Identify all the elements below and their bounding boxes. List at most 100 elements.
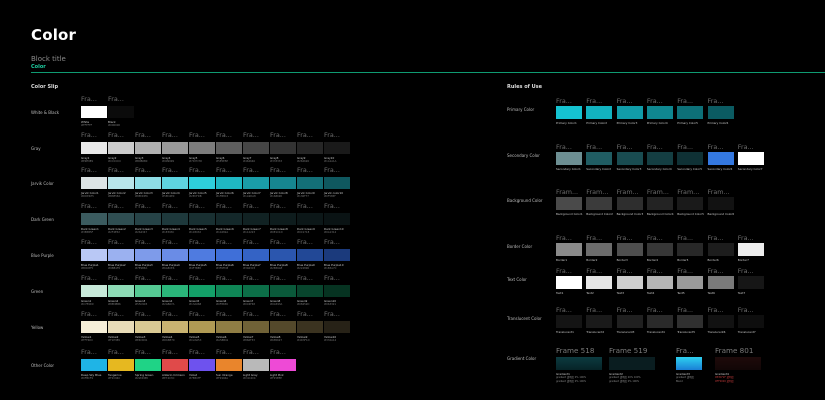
color-swatch[interactable]: Fra... Jarvik Color4 #5ED4E0 — [162, 167, 188, 203]
color-swatch[interactable]: Fra... Primary Color4 — [646, 98, 673, 128]
color-swatch[interactable]: Fra... Yellow8 #685627 — [270, 311, 296, 347]
color-swatch[interactable]: Fra... Jarvik color10 #0F585F — [324, 167, 350, 203]
color-swatch[interactable]: Fra... Dark Green2 #2F4E52 — [108, 203, 134, 239]
color-swatch[interactable]: Fra... Spring Green #22DD88 — [135, 349, 161, 385]
color-swatch[interactable]: Fra... Dark Green5 #193032 — [189, 203, 215, 239]
color-swatch[interactable]: Fra... Violet #7B5CFF — [189, 349, 215, 385]
color-swatch[interactable]: Fra... Jarvik Color5 #2ECFDB — [189, 167, 215, 203]
color-swatch[interactable]: Fra... Green5 #13A068 — [189, 275, 215, 311]
color-swatch[interactable]: Fra... Jarvik Color7 #1A9DA8 — [243, 167, 269, 203]
color-swatch[interactable]: Fra... Green10 #063321 — [324, 275, 350, 311]
color-swatch[interactable]: Fra... Green4 #2AB67A — [162, 275, 188, 311]
color-swatch[interactable]: Fra... Text4 — [646, 268, 673, 298]
color-swatch[interactable]: Fra... Primary Color1 — [556, 98, 582, 128]
color-swatch[interactable]: Fra... Translucent3 — [616, 307, 643, 337]
color-swatch[interactable]: Fra... Jarvik Color1 #DDE4E5 — [81, 167, 107, 203]
color-swatch[interactable]: Fra... Yellow5 #C2A653 — [189, 311, 215, 347]
color-swatch[interactable]: Fra... Border5 — [677, 235, 704, 265]
color-swatch[interactable]: Fra... Gray2 #CCCCCC — [108, 132, 134, 168]
color-swatch[interactable]: Fram... Background Color6 — [707, 189, 734, 219]
color-swatch[interactable]: Fra... Dark Green4 #1E393C — [162, 203, 188, 239]
color-swatch[interactable]: Fra... Yellow2 #F1E3B5 — [108, 311, 134, 347]
color-swatch[interactable]: Fra... Green7 #0C6F48 — [243, 275, 269, 311]
color-swatch[interactable]: Fra... Border6 — [707, 235, 734, 265]
color-swatch[interactable]: Fra... Text3 — [616, 268, 643, 298]
color-swatch[interactable]: Fra... Green2 #8EDBB6 — [108, 275, 134, 311]
gradient-swatch[interactable]: Frame 519 Gradient2 gradient 透明度 20% 100% g… — [609, 347, 659, 392]
color-swatch[interactable]: Fra... Gray8 #333333 — [270, 132, 296, 168]
color-swatch[interactable]: Fra... Secondary Color3 — [616, 144, 643, 174]
color-swatch[interactable]: Fra... Gray10 #1A1A1A — [324, 132, 350, 168]
color-swatch[interactable]: Fra... Dark Green9 #0C1718 — [297, 203, 323, 239]
color-swatch[interactable]: Fra... Gray4 #999999 — [162, 132, 188, 168]
color-swatch[interactable]: Fra... Text6 — [707, 268, 734, 298]
color-swatch[interactable]: Fra... Primary Color5 — [677, 98, 704, 128]
color-swatch[interactable]: Fra... Blue Purple10 #1B3A7C — [324, 239, 350, 275]
color-swatch[interactable]: Fra... Tangerine #F2C94C — [108, 349, 134, 385]
color-swatch[interactable]: Fra... Border7 — [737, 235, 764, 265]
color-swatch[interactable]: Fra... Gray3 #B0B0B0 — [135, 132, 161, 168]
color-swatch[interactable]: Fra... Gray7 #464646 — [243, 132, 269, 168]
color-swatch[interactable]: Fra... Green1 #C7E9D9 — [81, 275, 107, 311]
color-swatch[interactable]: Fra... Text1 — [556, 268, 582, 298]
color-swatch[interactable]: Fra... Border3 — [616, 235, 643, 265]
color-swatch[interactable]: Fra... Translucent6 — [707, 307, 734, 337]
color-swatch[interactable]: Fra... Blue Purple2 #9BB1F0 — [108, 239, 134, 275]
color-swatch[interactable]: Fra... Blue Purple3 #7E9BEA — [135, 239, 161, 275]
color-swatch[interactable]: Fra... Yellow7 #866F33 — [243, 311, 269, 347]
color-swatch[interactable]: Fra... Blue Purple1 #B9C8F5 — [81, 239, 107, 275]
color-swatch[interactable]: Fra... Translucent2 — [586, 307, 613, 337]
color-swatch[interactable]: Fra... Secondary Color2 — [586, 144, 613, 174]
gradient-swatch[interactable]: Frame 518 Gradient1 gradient 透明度 0% 100% gr… — [556, 347, 606, 392]
color-swatch[interactable]: Fra... Blue Purple9 #224896 — [297, 239, 323, 275]
color-swatch[interactable]: Fra... Primary Color3 — [616, 98, 643, 128]
color-swatch[interactable]: Fra... Border1 — [556, 235, 582, 265]
color-swatch[interactable]: Fra... Gray1 #E9E9E9 — [81, 132, 107, 168]
color-swatch[interactable]: Fra... Dark Green10 #0A1314 — [324, 203, 350, 239]
color-swatch[interactable]: Fra... Black #000000 — [108, 96, 134, 132]
color-swatch[interactable]: Fra... Green6 #0F8656 — [216, 275, 242, 311]
color-swatch[interactable]: Fra... Light Pink #F25EEE — [270, 349, 296, 385]
color-swatch[interactable]: Fra... Blue Purple4 #6A8CE6 — [162, 239, 188, 275]
gradient-swatch[interactable]: Frame 801 Gradient4 #E31F2F 透明度 #FF0000 透明度 — [715, 347, 765, 392]
color-swatch[interactable]: Fram... Background Color3 — [616, 189, 643, 219]
color-swatch[interactable]: Fra... Dark Green6 #14282A — [216, 203, 242, 239]
color-swatch[interactable]: Fra... Blue Purple6 #3F6FD8 — [216, 239, 242, 275]
color-swatch[interactable]: Fra... Text2 — [586, 268, 613, 298]
color-swatch[interactable]: Fra... White #FFFFFF — [81, 96, 107, 132]
color-swatch[interactable]: Fra... Yellow9 #4D3F1D — [297, 311, 323, 347]
color-swatch[interactable]: Fra... Dark Green3 #264347 — [135, 203, 161, 239]
color-swatch[interactable]: Fra... Yellow3 #E4D091 — [135, 311, 161, 347]
color-swatch[interactable]: Fra... Blue Purple8 #2B56AE — [270, 239, 296, 275]
color-swatch[interactable]: Fra... Text5 — [677, 268, 704, 298]
color-swatch[interactable]: Fra... Blue Purple7 #3463C5 — [243, 239, 269, 275]
color-swatch[interactable]: Fra... Jarvik Color2 #B8E5EA — [108, 167, 134, 203]
color-swatch[interactable]: Fra... Light Gray #C4C4C4 — [243, 349, 269, 385]
color-swatch[interactable]: Fram... Background Color5 — [677, 189, 704, 219]
color-swatch[interactable]: Fra... Secondary Color6 — [707, 144, 734, 174]
color-swatch[interactable]: Fram... Background Color2 — [586, 189, 613, 219]
color-swatch[interactable]: Fra... Green8 #0A593A — [270, 275, 296, 311]
color-swatch[interactable]: Fra... Green9 #08452D — [297, 275, 323, 311]
color-swatch[interactable]: Fra... Dark Green1 #3B5B5F — [81, 203, 107, 239]
color-swatch[interactable]: Fra... Border2 — [586, 235, 613, 265]
color-swatch[interactable]: Fra... Secondary Color1 — [556, 144, 582, 174]
color-swatch[interactable]: Fram... Background Color1 — [556, 189, 583, 219]
color-swatch[interactable]: Fra... Secondary Color7 — [737, 144, 764, 174]
color-swatch[interactable]: Fra... Yellow1 #FFF6DC — [81, 311, 107, 347]
color-swatch[interactable]: Fra... Primary Color6 — [707, 98, 734, 128]
color-swatch[interactable]: Fra... Translucent4 — [646, 307, 673, 337]
color-swatch[interactable]: Fra... Jarvik Color8 #168690 — [270, 167, 296, 203]
color-swatch[interactable]: Fra... Dark Green7 #112223 — [243, 203, 269, 239]
color-swatch[interactable]: Fra... Sun Orange #F2994A — [216, 349, 242, 385]
color-swatch[interactable]: Fra... Gray5 #7D7D7D — [189, 132, 215, 168]
gradient-swatch[interactable]: Fra... Gradient3 gradient 透明度 Blend — [676, 347, 726, 392]
color-swatch[interactable]: Fra... Deep Sky Blue #0FBCF9 — [81, 349, 107, 385]
color-swatch[interactable]: Fra... Blue Purple5 #4F7BE0 — [189, 239, 215, 275]
color-swatch[interactable]: Fra... Border4 — [646, 235, 673, 265]
color-swatch[interactable]: Fra... Jarvik Color9 #136F77 — [297, 167, 323, 203]
color-swatch[interactable]: Fra... Translucent5 — [677, 307, 704, 337]
color-swatch[interactable]: Fra... Translucent1 — [556, 307, 582, 337]
color-swatch[interactable]: Fra... Jarvik Color6 #1FB8C3 — [216, 167, 242, 203]
color-swatch[interactable]: Fra... Dark Green8 #0E1C1D — [270, 203, 296, 239]
